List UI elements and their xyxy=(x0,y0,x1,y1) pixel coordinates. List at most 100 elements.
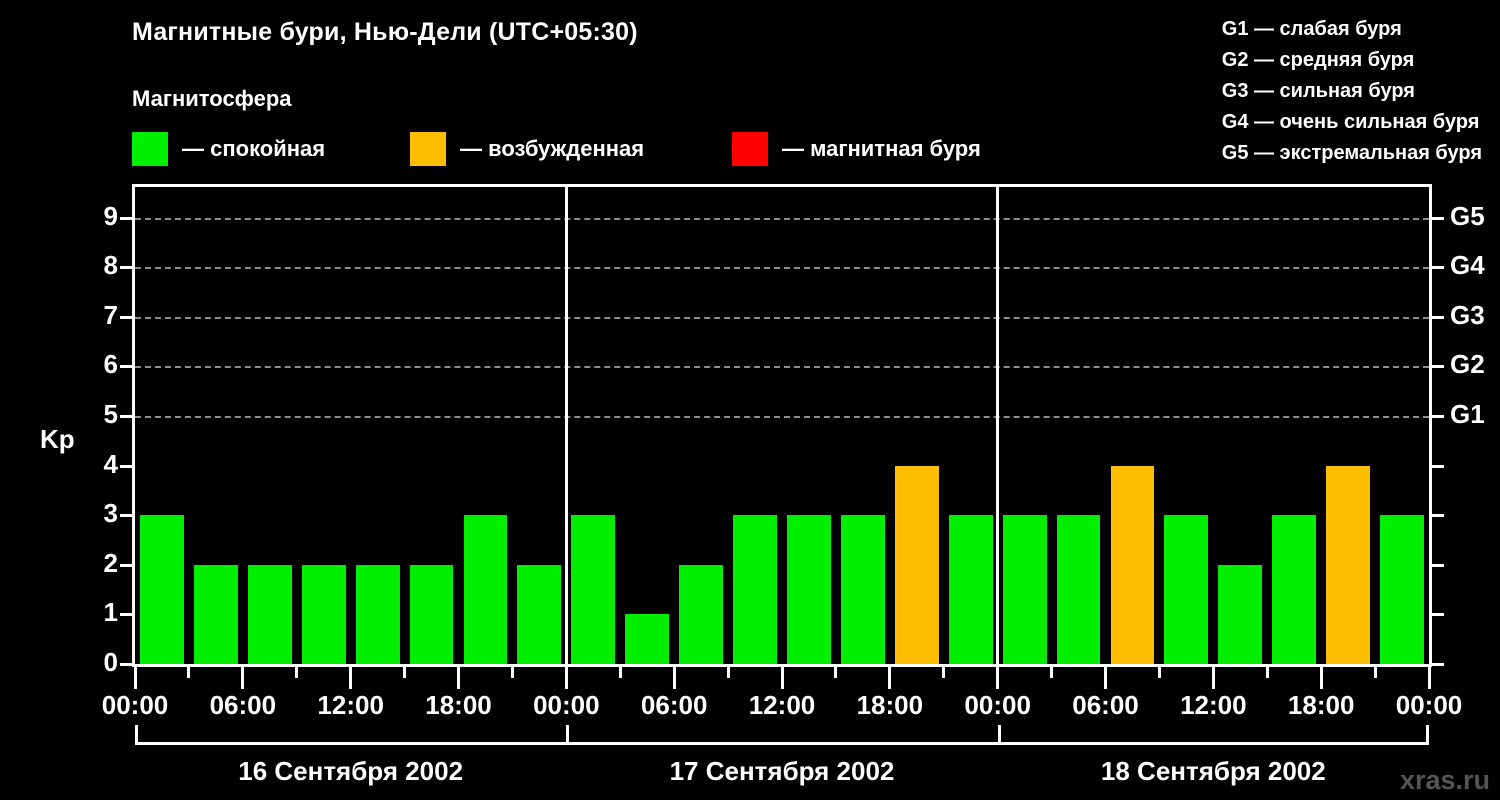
bar xyxy=(355,564,400,664)
day-separator-2 xyxy=(996,187,1000,664)
x-axis-tick-label-3: 18:00 xyxy=(425,690,492,720)
right-axis-tick-4 xyxy=(1432,464,1444,468)
plot-area xyxy=(132,184,1432,667)
storm-scale-legend-row-5: G5 — экстремальная буря xyxy=(1221,142,1482,164)
x-axis-tick-6 xyxy=(457,667,460,689)
x-axis-tick-18 xyxy=(1104,667,1107,689)
x-axis-tick-label-12: 00:00 xyxy=(1395,690,1463,720)
date-axis-rule xyxy=(135,742,1429,745)
right-axis-tick-9 xyxy=(1432,216,1444,220)
date-axis-tick-2 xyxy=(997,725,1001,745)
x-axis-tick-label-4: 00:00 xyxy=(533,690,600,720)
magnetosphere-legend-item-1: — спокойная xyxy=(132,132,325,166)
y-axis-tick-label-5: 5 xyxy=(103,399,118,430)
y-axis-tick-7 xyxy=(120,315,132,319)
gridline-kp-8 xyxy=(135,267,1429,270)
x-axis-tick-10 xyxy=(672,667,676,689)
bar xyxy=(571,515,616,664)
gridline-kp-7 xyxy=(135,316,1429,319)
bar xyxy=(140,515,184,664)
legend-color-swatch xyxy=(132,132,168,166)
day-separator-1 xyxy=(564,187,568,664)
right-axis-tick-6 xyxy=(1432,365,1444,369)
y-axis-tick-2 xyxy=(120,563,132,567)
bar xyxy=(679,564,724,664)
bar xyxy=(1272,515,1317,664)
x-axis-tick-label-9: 06:00 xyxy=(1072,690,1139,720)
storm-scale-legend: G1 — слабая буря G2 — средняя буря G3 — си… xyxy=(1222,14,1482,169)
bar xyxy=(193,564,238,664)
bar xyxy=(1002,515,1047,664)
x-axis-tick-label-1: 06:00 xyxy=(209,690,277,720)
right-axis-label-G4: G4 xyxy=(1450,250,1485,281)
magnetosphere-legend-item-2: — возбужденная xyxy=(410,132,644,166)
storm-scale-legend-row-1: G1 — слабая буря xyxy=(1221,18,1402,40)
x-axis-tick-2 xyxy=(241,667,245,689)
magnetosphere-legend-title: Магнитосфера xyxy=(132,86,292,111)
right-axis-tick-2 xyxy=(1432,563,1444,567)
bar xyxy=(517,564,562,664)
right-axis-tick-1 xyxy=(1432,613,1444,617)
x-axis-tick-label-6: 12:00 xyxy=(748,690,816,720)
bar xyxy=(733,515,777,664)
bar xyxy=(1164,515,1209,664)
date-label-3: 18 Сентября 2002 xyxy=(1100,756,1326,786)
x-axis-tick-label-7: 18:00 xyxy=(856,690,924,720)
date-label-1: 16 Сентября 2002 xyxy=(238,756,464,786)
y-axis-tick-label-2: 2 xyxy=(103,547,118,578)
right-axis-tick-5 xyxy=(1432,415,1444,419)
x-axis-tick-5 xyxy=(403,667,407,678)
y-axis-tick-label-6: 6 xyxy=(103,349,118,380)
x-axis-tick-15 xyxy=(942,667,946,678)
x-axis-tick-3 xyxy=(295,667,299,678)
storm-scale-legend-row-4: G4 — очень сильная буря xyxy=(1221,111,1480,133)
right-axis-label-G2: G2 xyxy=(1450,349,1485,380)
x-axis-tick-23 xyxy=(1373,667,1377,678)
x-axis-tick-13 xyxy=(834,667,838,678)
y-axis-tick-6 xyxy=(120,365,132,369)
x-axis-tick-11 xyxy=(726,667,730,678)
y-axis-tick-3 xyxy=(120,514,132,518)
x-axis-tick-20 xyxy=(1211,667,1215,689)
x-axis-tick-19 xyxy=(1157,667,1161,678)
x-axis-tick-label-0: 00:00 xyxy=(101,690,169,720)
x-axis-tick-14 xyxy=(888,667,892,689)
y-axis-tick-8 xyxy=(120,266,132,270)
bar xyxy=(625,614,670,664)
bar xyxy=(894,465,939,664)
right-axis-tick-7 xyxy=(1432,315,1444,319)
bar xyxy=(787,515,831,664)
bar xyxy=(1326,465,1371,664)
bar xyxy=(247,564,292,664)
right-axis-tick-8 xyxy=(1432,266,1444,270)
y-axis-tick-label-4: 4 xyxy=(103,448,118,479)
y-axis-tick-label-3: 3 xyxy=(103,498,118,529)
y-axis-tick-label-9: 9 xyxy=(103,200,118,231)
right-axis-label-G5: G5 xyxy=(1450,200,1485,231)
y-axis-tick-label-0: 0 xyxy=(103,647,118,677)
right-axis-tick-3 xyxy=(1432,514,1444,518)
y-axis-tick-label-7: 7 xyxy=(103,299,118,330)
x-axis-tick-label-2: 12:00 xyxy=(317,690,384,720)
y-axis-tick-1 xyxy=(120,613,132,617)
magnetosphere-legend-item-3: — магнитная буря xyxy=(732,132,981,166)
bar xyxy=(1056,515,1101,664)
watermark: xras.ru xyxy=(1399,765,1490,795)
date-axis-tick-0 xyxy=(135,725,138,745)
storm-scale-legend-row-2: G2 — средняя буря xyxy=(1221,49,1415,71)
storm-scale-legend-row-3: G3 — сильная буря xyxy=(1221,80,1415,102)
gridline-kp-9 xyxy=(135,217,1429,220)
x-axis-tick-label-8: 00:00 xyxy=(964,690,1031,720)
y-axis-tick-5 xyxy=(120,415,132,419)
page-title: Магнитные бури, Нью-Дели (UTC+05:30) xyxy=(132,18,638,46)
x-axis-tick-12 xyxy=(780,667,784,689)
bar xyxy=(409,564,454,664)
gridline-kp-5 xyxy=(135,416,1429,419)
date-axis-tick-3 xyxy=(1426,725,1429,745)
legend-label: — магнитная буря xyxy=(782,136,981,161)
legend-label: — спокойная xyxy=(182,136,326,161)
right-axis-label-G1: G1 xyxy=(1450,399,1485,430)
x-axis-tick-17 xyxy=(1050,667,1054,678)
x-axis-tick-0 xyxy=(133,667,137,689)
x-axis-tick-label-10: 12:00 xyxy=(1180,690,1247,720)
